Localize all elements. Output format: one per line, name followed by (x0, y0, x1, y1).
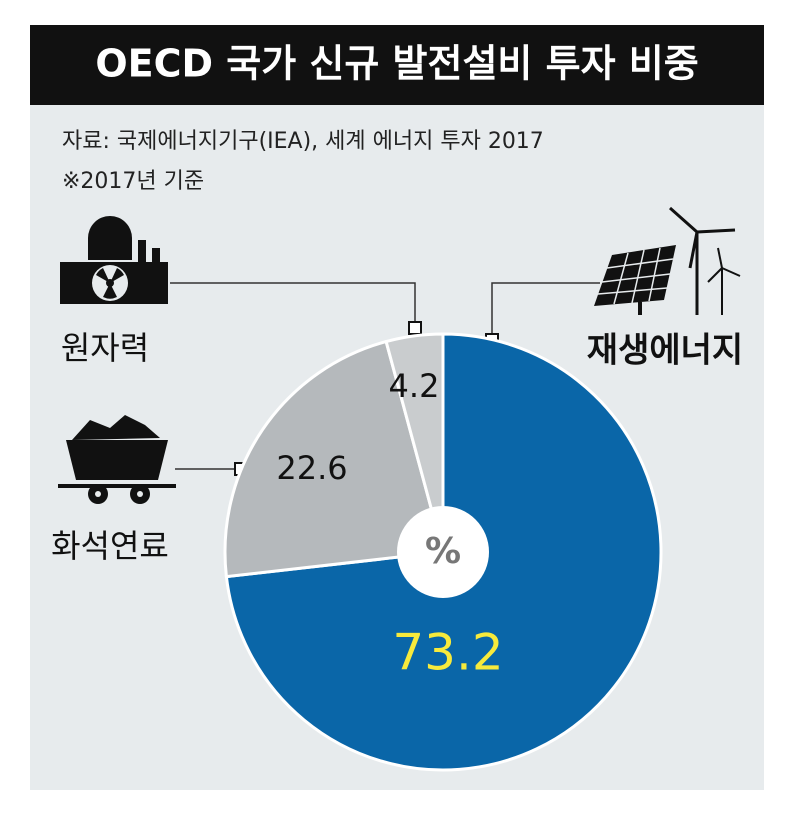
category-label: 원자력 (61, 329, 149, 367)
source: 자료: 국제에너지기구(IEA), 세계 에너지 투자 2017 (62, 129, 544, 154)
connector-end (408, 321, 422, 335)
title-bar (30, 25, 764, 105)
center-label: % (425, 531, 461, 572)
pie-slice (223, 339, 445, 579)
center-hole (397, 506, 489, 598)
value-label: 22.6 (276, 449, 347, 487)
renewable-icon (594, 206, 741, 315)
category-label: 화석연료 (51, 527, 169, 565)
value-label: 4.2 (389, 367, 440, 405)
nuclear-icon (60, 216, 168, 304)
chart-title: OECD 국가 신규 발전설비 투자 비중 (95, 42, 698, 86)
pie-slice (384, 332, 445, 553)
connectors (170, 282, 600, 470)
connector (170, 282, 416, 328)
connector (491, 282, 600, 340)
value-label: 73.2 (392, 624, 503, 682)
coal-icon (58, 415, 176, 504)
category-label: 재생에너지 (587, 331, 743, 371)
note: ※2017년 기준 (62, 169, 204, 194)
